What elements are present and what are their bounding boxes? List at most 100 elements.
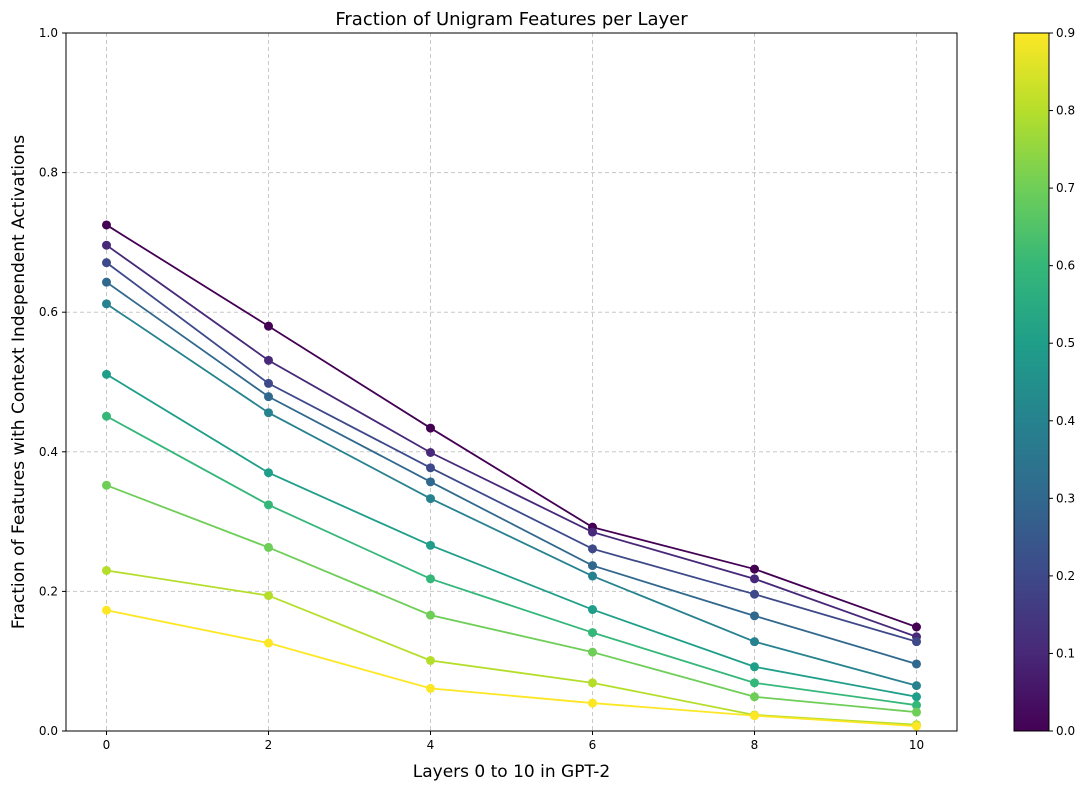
colorbar-ticks: 0.0 0.1 0.2 0.3 0.4 0.5 0.6 0.7 0.8 0.9	[1049, 26, 1075, 738]
data-point	[426, 494, 435, 504]
series-line	[106, 609, 917, 728]
data-point	[750, 662, 759, 672]
y-tick-label: 0.4	[39, 445, 58, 459]
data-point	[588, 678, 597, 688]
colorbar-tick-label: 0.6	[1056, 259, 1075, 273]
data-point	[912, 707, 921, 717]
data-point	[102, 258, 111, 268]
data-point	[102, 299, 111, 309]
data-point	[426, 423, 435, 433]
data-point	[588, 698, 597, 708]
x-tick-label: 2	[265, 738, 273, 752]
data-point	[264, 378, 273, 388]
colorbar	[1014, 33, 1049, 731]
data-point	[102, 605, 111, 615]
data-point	[750, 564, 759, 574]
series-0.8	[102, 565, 921, 730]
data-point	[426, 540, 435, 550]
data-point	[588, 561, 597, 571]
data-point	[426, 463, 435, 473]
series-line	[106, 415, 917, 707]
x-tick-label: 0	[103, 738, 111, 752]
x-tick-label: 10	[909, 738, 924, 752]
series-line	[106, 224, 917, 628]
data-point	[912, 700, 921, 710]
data-point	[588, 527, 597, 537]
data-point	[588, 544, 597, 554]
colorbar-tick-label: 0.7	[1056, 181, 1075, 195]
colorbar-tick-label: 0.9	[1056, 26, 1075, 40]
y-axis-label: Fraction of Features with Context Indepe…	[9, 135, 29, 629]
series-line	[105, 281, 917, 665]
data-point	[750, 574, 759, 584]
data-point	[750, 692, 759, 702]
data-point	[102, 240, 111, 250]
series-line	[105, 244, 917, 638]
data-point	[102, 277, 111, 287]
data-point	[264, 408, 273, 418]
series-line	[105, 303, 917, 687]
chart-title: Fraction of Unigram Features per Layer	[335, 9, 688, 30]
series-lines	[102, 220, 921, 731]
data-point	[750, 678, 759, 688]
data-point	[426, 477, 435, 487]
data-point	[588, 647, 597, 657]
y-tick-label: 1.0	[39, 26, 58, 40]
series-0.0	[102, 220, 921, 632]
data-point	[912, 637, 921, 647]
series-0.2	[102, 258, 921, 647]
series-line	[106, 484, 917, 714]
y-tick-label: 0.6	[39, 305, 58, 319]
data-point	[912, 721, 921, 731]
y-tick-label: 0.8	[39, 166, 58, 180]
colorbar-tick-label: 0.8	[1056, 104, 1075, 118]
colorbar-tick-label: 0.1	[1056, 646, 1075, 660]
series-0.3	[102, 277, 921, 669]
series-line	[106, 373, 917, 698]
axis-ticks: 0 2 4 6 8 10 0.0 0.2 0.4 0.6 0.8 1.0	[39, 26, 924, 752]
colorbar-tick-label: 0.5	[1056, 336, 1075, 350]
data-point	[264, 392, 273, 402]
colorbar-tick-label: 0.2	[1056, 569, 1075, 583]
series-0.6	[102, 411, 921, 710]
data-point	[426, 447, 435, 457]
data-point	[750, 637, 759, 647]
data-point	[264, 355, 273, 365]
series-0.7	[102, 480, 921, 717]
series-0.5	[102, 369, 921, 702]
data-point	[750, 589, 759, 599]
data-point	[102, 220, 111, 230]
plot-frame	[65, 32, 958, 732]
colorbar-frame	[1013, 32, 1050, 732]
colorbar-tick-label: 0.0	[1056, 724, 1075, 738]
data-point	[264, 638, 273, 648]
data-point	[102, 411, 111, 421]
data-point	[750, 711, 759, 721]
data-point	[750, 611, 759, 621]
data-point	[588, 605, 597, 615]
data-point	[426, 683, 435, 693]
data-point	[588, 571, 597, 581]
series-line	[105, 261, 917, 643]
data-point	[102, 369, 111, 379]
data-point	[264, 500, 273, 510]
series-0.4	[102, 299, 921, 691]
data-point	[912, 659, 921, 669]
data-point	[102, 480, 111, 490]
y-tick-label: 0.2	[39, 584, 58, 598]
data-point	[264, 321, 273, 331]
x-tick-label: 8	[751, 738, 759, 752]
x-tick-label: 6	[589, 738, 597, 752]
colorbar-tick-label: 0.3	[1056, 491, 1075, 505]
series-0.1	[102, 240, 921, 642]
series-0.9	[102, 605, 921, 731]
data-point	[426, 574, 435, 584]
x-tick-label: 4	[427, 738, 435, 752]
data-point	[912, 692, 921, 702]
data-point	[264, 468, 273, 478]
data-point	[912, 681, 921, 691]
data-point	[264, 591, 273, 601]
data-point	[426, 656, 435, 666]
data-point	[588, 628, 597, 638]
